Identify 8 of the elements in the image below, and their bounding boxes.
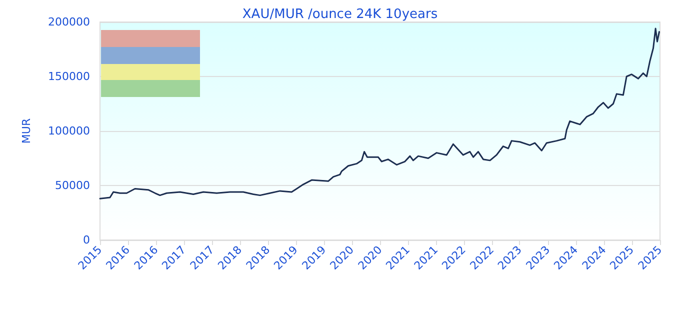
y-tick-label: 50000 — [55, 179, 90, 192]
chart-title: XAU/MUR /ounce 24K 10years — [242, 7, 438, 22]
y-tick-label: 0 — [83, 234, 90, 246]
y-tick-label: 150000 — [48, 70, 90, 83]
y-tick-label: 200000 — [48, 16, 90, 28]
y-tick-label: 100000 — [48, 124, 90, 138]
line-series — [99, 28, 660, 200]
y-axis-title: MUR — [20, 118, 33, 144]
